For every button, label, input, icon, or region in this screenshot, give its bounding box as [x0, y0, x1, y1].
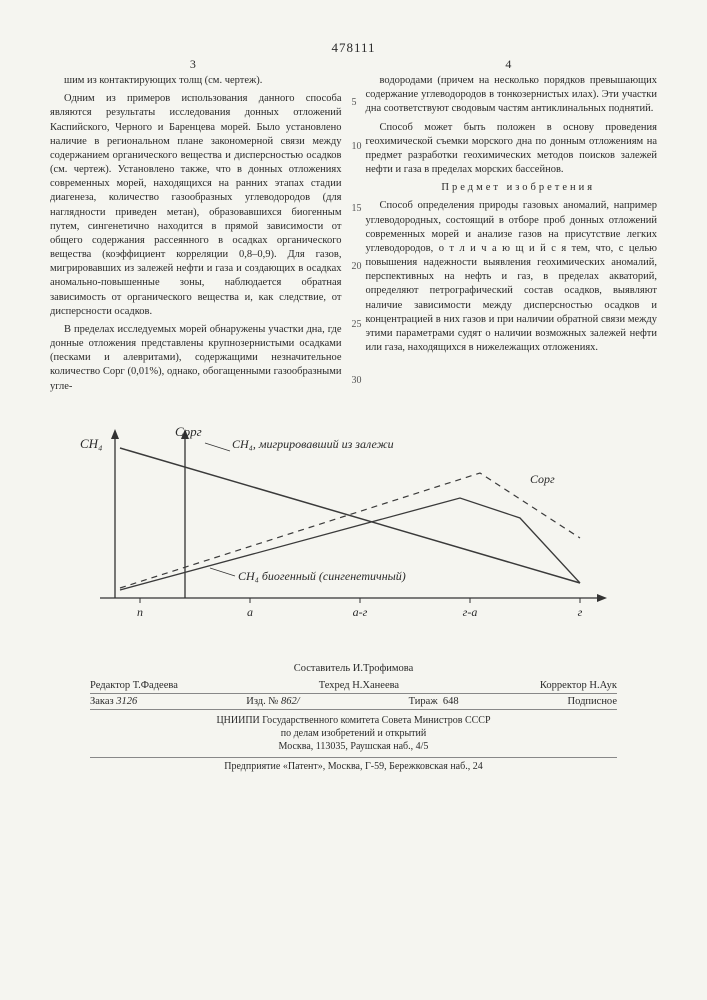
editor-name: Т.Фадеева: [133, 680, 178, 691]
credits-row: Редактор Т.Фадеева Техред Н.Ханеева Корр…: [90, 678, 617, 694]
svg-text:Cорг: Cорг: [530, 472, 555, 486]
svg-text:г-а: г-а: [463, 605, 478, 619]
line-num: 5: [352, 96, 357, 110]
right-column: 4 5 10 15 20 25 30 водородами (причем на…: [366, 74, 658, 398]
line-num: 20: [352, 260, 362, 274]
org-line-2: по делам изобретений и открытий: [50, 727, 657, 740]
order-label: Заказ: [90, 696, 114, 707]
line-num: 15: [352, 202, 362, 216]
print-row: Заказ 3126 Изд. № 862/ Тираж 648 Подписн…: [90, 694, 617, 710]
svg-text:а: а: [247, 605, 253, 619]
right-p3: Способ определения природы газовых анома…: [366, 199, 658, 355]
patent-number: 478111: [50, 40, 657, 56]
press-line: Предприятие «Патент», Москва, Г-59, Бере…: [90, 757, 617, 772]
line-num: 25: [352, 318, 362, 332]
chart-svg: CH₄ Cорг CH₄, мигрировавший из залежи Cорг C…: [60, 418, 620, 648]
tirazh-value: 648: [443, 696, 459, 707]
left-p1: шим из контактирующих толщ (см. чертеж).: [50, 74, 342, 88]
org-line-3: Москва, 113035, Раушская наб., 4/5: [50, 740, 657, 753]
tech-name: Н.Ханеева: [352, 680, 399, 691]
page-number-right: 4: [505, 56, 511, 72]
svg-text:CH₄, мигрировавший из залежи: CH₄, мигрировавший из залежи: [232, 437, 394, 451]
svg-text:Cорг: Cорг: [175, 424, 202, 439]
page-number-left: 3: [190, 56, 196, 72]
chart-figure: CH₄ Cорг CH₄, мигрировавший из залежи Cорг C…: [60, 418, 647, 653]
line-num: 30: [352, 374, 362, 388]
izd-value: 862/: [281, 696, 300, 707]
svg-text:CH₄ биогенный (сингенетичный): CH₄ биогенный (сингенетичный): [238, 569, 406, 583]
left-p2: Одним из примеров использования данного …: [50, 92, 342, 319]
svg-text:г: г: [578, 605, 583, 619]
left-p3: В пределах исследуемых морей обнаружены …: [50, 323, 342, 394]
text-columns: 3 шим из контактирующих толщ (см. чертеж…: [50, 74, 657, 398]
patent-page: 478111 3 шим из контактирующих толщ (см.…: [0, 0, 707, 1000]
publisher-block: ЦНИИПИ Государственного комитета Совета …: [50, 714, 657, 753]
composer-line: Составитель И.Трофимова: [50, 663, 657, 674]
composer-label: Составитель: [294, 663, 350, 674]
tirazh-label: Тираж: [409, 696, 438, 707]
corr-label: Корректор: [540, 680, 587, 691]
corr-name: Н.Аук: [589, 680, 617, 691]
subscription: Подписное: [568, 696, 617, 707]
composer-name: И.Трофимова: [353, 663, 414, 674]
svg-text:а-г: а-г: [353, 605, 368, 619]
line-num: 10: [352, 140, 362, 154]
tech-label: Техред: [319, 680, 350, 691]
svg-text:CH₄: CH₄: [80, 436, 103, 451]
footer-credits: Редактор Т.Фадеева Техред Н.Ханеева Корр…: [90, 678, 617, 710]
org-line-1: ЦНИИПИ Государственного комитета Совета …: [50, 714, 657, 727]
order-value: 3126: [116, 696, 137, 707]
izd-label: Изд. №: [246, 696, 278, 707]
right-p2: Способ может быть положен в основу прове…: [366, 121, 658, 178]
claim-header: Предмет изобретения: [366, 181, 658, 195]
editor-label: Редактор: [90, 680, 130, 691]
svg-text:п: п: [137, 605, 143, 619]
right-p1: водородами (причем на несколько порядков…: [366, 74, 658, 117]
left-column: 3 шим из контактирующих толщ (см. чертеж…: [50, 74, 342, 398]
